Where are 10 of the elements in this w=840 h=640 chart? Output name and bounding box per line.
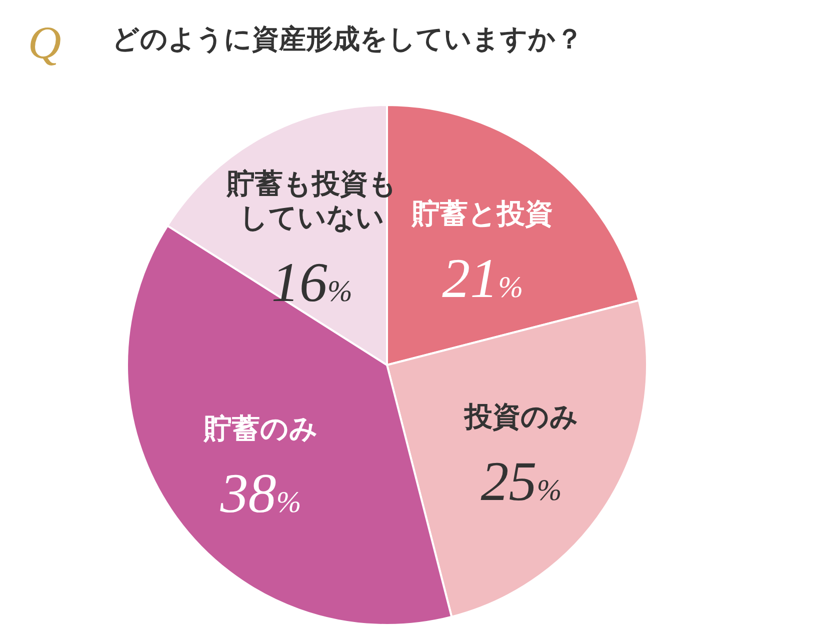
slice-label: 貯蓄も投資もしていない: [226, 166, 397, 234]
chart-title: どのように資産形成をしていますか？: [112, 24, 583, 55]
data-label: 21%: [442, 248, 524, 310]
slice-label: 投資のみ: [463, 400, 578, 433]
slice-label: 貯蓄と投資: [411, 197, 554, 230]
text: Q: [28, 17, 62, 68]
data-label: 25%: [480, 450, 562, 513]
data-label: 16%: [271, 252, 352, 314]
slice-label: 貯蓄のみ: [202, 412, 318, 446]
data-label: 38%: [219, 463, 302, 526]
